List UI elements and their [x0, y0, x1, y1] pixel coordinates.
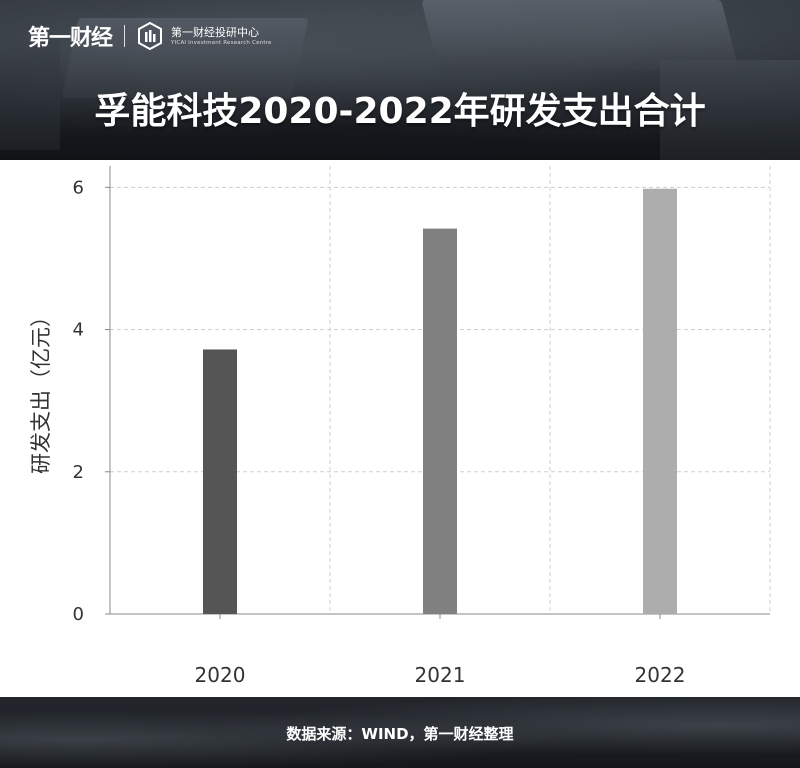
bar-2020 — [203, 349, 237, 614]
research-centre-icon — [138, 22, 163, 50]
logo-chinese-name: 第一财经投研中心 — [171, 25, 260, 39]
x-tick-label: 2021 — [415, 663, 466, 687]
logo-english-name: YICAI Investment Research Centre — [171, 39, 272, 46]
x-tick-label: 2022 — [635, 663, 686, 687]
background-machine — [660, 60, 800, 160]
logo: 第一财经 第一财经投研中心 YICAI Investment Research … — [28, 18, 272, 54]
y-tick-label: 2 — [73, 462, 84, 483]
header-banner: 第一财经 第一财经投研中心 YICAI Investment Research … — [0, 0, 800, 160]
logo-text: 第一财经投研中心 YICAI Investment Research Centr… — [171, 26, 272, 47]
y-axis-label: 研发支出（亿元） — [29, 306, 53, 474]
bar-2022 — [643, 188, 677, 614]
yicai-logo: 第一财经 — [28, 26, 113, 51]
chart-title: 孚能科技2020-2022年研发支出合计 — [94, 91, 706, 132]
data-source: 数据来源：WIND，第一财经整理 — [286, 725, 514, 743]
y-tick-label: 4 — [73, 320, 84, 341]
y-tick-label: 6 — [73, 177, 84, 198]
y-tick-label: 0 — [73, 604, 84, 625]
bar-chart: 0 2 4 6 2020 2021 2022 研发支出（亿元） — [29, 166, 771, 687]
chart-area: 0 2 4 6 2020 2021 2022 研发支出（亿元） — [0, 160, 800, 697]
footer-banner: 数据来源：WIND，第一财经整理 — [0, 697, 800, 768]
bar-2021 — [423, 228, 457, 615]
x-tick-label: 2020 — [195, 663, 246, 687]
background-machine — [0, 40, 60, 150]
logo-divider — [124, 25, 126, 47]
